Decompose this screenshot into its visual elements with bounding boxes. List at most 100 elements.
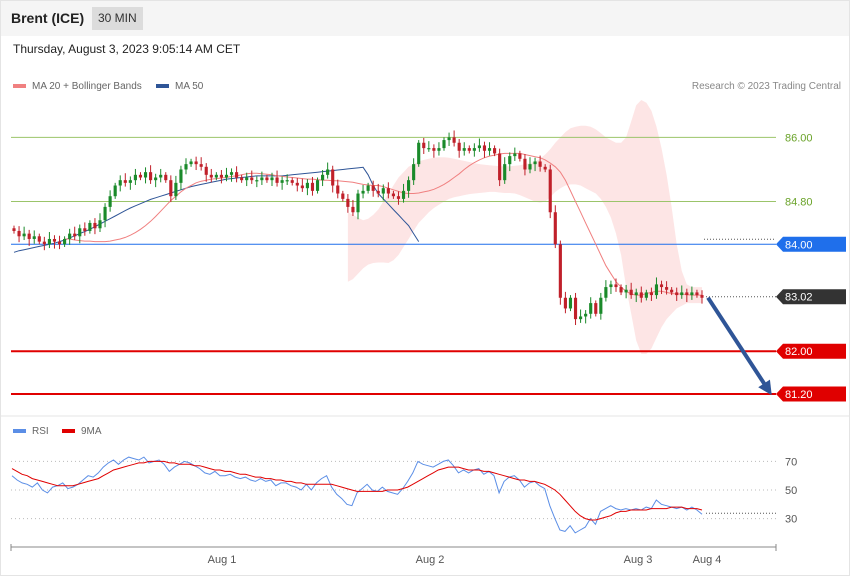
candle-body [472,148,476,151]
pivot-label-tag [776,236,846,252]
candle-body [143,172,148,178]
candle-body [366,185,370,191]
ma50-line [13,166,420,253]
candle-body [103,206,107,221]
candle-body [52,238,57,242]
candle-body [649,292,653,296]
candle-body [310,182,315,191]
candle-body [659,284,664,288]
candle-body [326,169,330,175]
candle-body [604,287,608,298]
interval-badge[interactable]: 30 MIN [92,7,143,30]
candle-body [558,244,562,298]
candle-body [538,161,542,167]
candle-body [184,164,188,170]
candle-body [609,284,613,288]
candle-body [654,284,659,296]
candle-body [47,238,51,245]
candle-body [138,174,143,178]
legend-ma50: MA 50 [156,81,203,93]
rsi-ma-swatch [62,429,75,434]
candle-body [295,182,299,186]
candle-body [133,174,137,181]
candle-body [63,238,67,245]
legend-rsi-label: RSI [32,426,49,437]
candle-body [194,161,198,165]
candle-body [98,220,102,229]
candle-body [503,164,507,181]
candle-body [32,236,36,239]
candle-body [260,177,264,181]
candle-body [381,188,385,194]
candle-body [118,180,122,186]
candle-body [619,287,623,293]
candle-body [386,188,390,194]
candle-body [396,196,401,199]
candle-body [467,148,471,151]
legend-rsi-ma-label: 9MA [81,426,102,437]
candle-body [219,174,223,178]
candle-body [513,153,517,157]
candle-body [57,241,62,245]
candle-body [614,284,618,288]
candle-body [685,292,689,296]
candle-body [528,164,532,170]
candle-body [523,158,527,170]
candle-body [240,177,244,181]
candle-body [634,292,638,296]
candle-body [245,177,249,181]
candle-body [680,292,684,296]
candle-body [235,172,239,178]
candle-body [437,148,441,151]
candle-body [482,145,487,151]
candle-body [361,190,365,194]
copyright-notice: Research © 2023 Trading Central [691,81,841,92]
candle-body [159,174,163,178]
time-tick-label: Aug 4 [693,554,722,566]
candle-body [315,180,320,191]
candle-body [477,145,481,149]
resistance-label: 86.00 [785,132,813,144]
time-tick-label: Aug 3 [624,554,653,566]
legend-ma20: MA 20 + Bollinger Bands [13,81,142,93]
candle-body [154,177,158,181]
candle-body [427,148,431,150]
candle-body [270,177,274,181]
candle-body [179,169,183,183]
candle-body [275,177,279,183]
candle-body [533,161,537,165]
candle-body [93,222,97,229]
candle-body [422,142,426,149]
candle-body [199,164,203,167]
support-label: 81.20 [785,389,813,401]
candle-body [563,297,567,309]
candle-body [412,164,416,181]
candle-body [599,297,603,314]
candle-body [508,156,512,165]
candle-body [113,185,117,197]
candle-body [42,241,46,245]
candle-body [573,297,578,320]
legend-ma20-label: MA 20 + Bollinger Bands [32,81,142,92]
instrument-title: Brent (ICE) [11,10,85,26]
legend-ma50-label: MA 50 [175,81,204,92]
candle-body [169,180,173,197]
candle-body [300,185,304,189]
candle-body [462,148,466,151]
candle-body [305,182,309,189]
candle-body [12,228,16,231]
candle-body [695,292,699,296]
forecast-arrow-shaft [706,296,771,393]
candle-body [675,292,679,296]
candle-body [285,180,289,182]
candle-body [391,193,395,197]
last-price-label-tag [776,289,846,305]
support-label-tag [776,386,846,402]
candle-body [690,292,694,296]
candle-body [123,180,127,183]
rsi-line [11,456,703,534]
candle-body [584,313,588,317]
candle-body [78,228,82,237]
